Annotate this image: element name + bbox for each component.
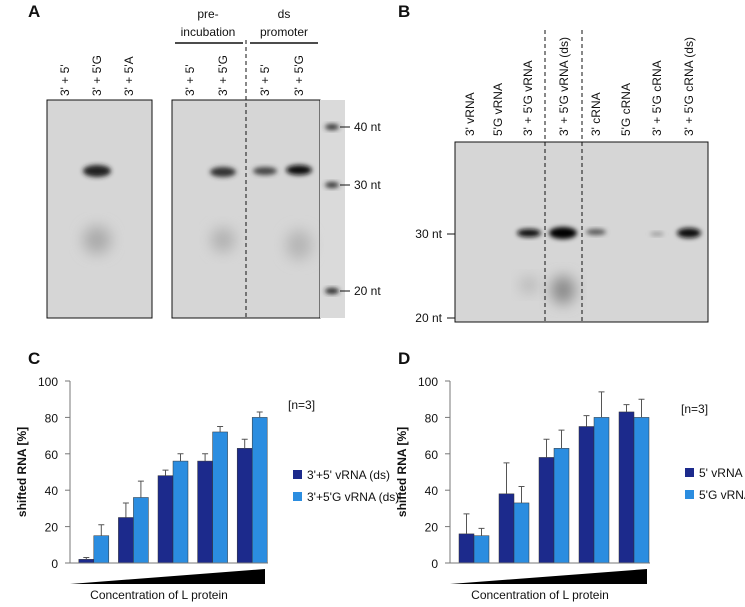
y-tick-label: 60 [45, 448, 59, 462]
bar [593, 417, 610, 564]
header: pre- [197, 7, 218, 21]
marker-label: 30 nt [415, 227, 442, 241]
lane-label: 3' + 5'G vRNA [521, 60, 535, 136]
x-axis-label: Concentration of L protein [90, 588, 228, 602]
bar [553, 448, 570, 564]
bar [538, 457, 555, 564]
error-bar [558, 429, 565, 449]
y-axis-label: shifted RNA [%] [395, 427, 409, 517]
error-bar [503, 462, 510, 494]
lane-label: 3' + 5'G [90, 55, 104, 96]
bar [513, 502, 530, 564]
y-tick-label: 20 [425, 521, 439, 535]
lane-label: 5'G vRNA [491, 83, 505, 136]
bar [236, 448, 253, 564]
concentration-ramp [70, 569, 265, 584]
lane-label: 3' cRNA [589, 92, 603, 136]
annotation: [n=3] [681, 402, 708, 416]
header: promoter [260, 25, 308, 39]
y-tick-label: 100 [418, 375, 438, 389]
header: ds [278, 7, 291, 21]
legend-swatch [685, 468, 694, 477]
error-bar [463, 513, 470, 534]
error-bar [217, 426, 224, 432]
lane-label: 3' + 5'G vRNA (ds) [557, 37, 571, 136]
bar [212, 431, 228, 564]
gel-b [447, 30, 709, 323]
legend-label: 5'G vRNA [699, 488, 745, 502]
bar [633, 417, 650, 564]
lane-label: 3' + 5' [258, 64, 272, 96]
bar [458, 533, 475, 564]
y-axis-label: shifted RNA [%] [15, 427, 29, 517]
panel-label: C [28, 349, 40, 368]
bar [473, 535, 490, 564]
lane-label: 3' + 5' [58, 64, 72, 96]
bar [118, 517, 134, 564]
bar [157, 475, 174, 564]
lane-label: 3' vRNA [463, 92, 477, 136]
bar [618, 411, 635, 564]
marker-label: 40 nt [354, 120, 381, 134]
concentration-ramp [450, 569, 647, 584]
lane-label: 3' + 5' [183, 64, 197, 96]
error-bar [241, 438, 248, 449]
error-bar [518, 486, 525, 503]
error-bar [177, 453, 184, 462]
annotation: [n=3] [288, 398, 315, 412]
x-axis-label: Concentration of L protein [471, 588, 609, 602]
marker-label: 30 nt [354, 178, 381, 192]
lane-label: 3' + 5'G [292, 55, 306, 96]
error-bar [478, 527, 485, 536]
bar [197, 460, 213, 564]
gel-a [46, 40, 350, 319]
error-bar [256, 411, 263, 418]
panel-label: A [28, 2, 40, 21]
legend-label: 3'+5'G vRNA (ds) [307, 490, 399, 504]
y-tick-label: 100 [38, 375, 58, 389]
marker-label: 20 nt [354, 284, 381, 298]
error-bar [638, 398, 645, 418]
error-bar [137, 480, 144, 498]
legend-swatch [685, 490, 694, 499]
error-bar [623, 404, 630, 412]
error-bar [162, 469, 169, 476]
legend-swatch [293, 470, 302, 479]
panel-label: B [398, 2, 410, 21]
lane-label: 3' + 5'G cRNA (ds) [682, 37, 696, 136]
y-tick-label: 20 [45, 521, 59, 535]
bar [578, 426, 595, 564]
bar [93, 535, 110, 564]
error-bar [598, 391, 605, 418]
lane-label: 5'G cRNA [619, 83, 633, 136]
error-bar [122, 502, 129, 518]
bar [251, 417, 268, 564]
y-tick-label: 80 [45, 411, 59, 425]
error-bar [543, 438, 550, 458]
y-tick-label: 80 [425, 411, 439, 425]
y-tick-label: 40 [45, 484, 59, 498]
header: incubation [181, 25, 236, 39]
bar [498, 493, 515, 564]
legend-label: 5' vRNA [699, 466, 743, 480]
bar [78, 559, 95, 564]
bar [133, 497, 149, 564]
y-tick-label: 60 [425, 448, 439, 462]
lane-label: 3' + 5'G cRNA [650, 60, 664, 136]
lane-label: 3' + 5'G [216, 55, 230, 96]
error-bar [83, 557, 90, 560]
error-bar [583, 415, 590, 427]
legend-swatch [293, 492, 302, 501]
bar [172, 460, 189, 564]
y-tick-label: 0 [431, 557, 438, 571]
y-tick-label: 40 [425, 484, 439, 498]
y-tick-label: 0 [51, 557, 58, 571]
error-bar [202, 453, 209, 462]
legend-label: 3'+5' vRNA (ds) [307, 468, 390, 482]
panel-label: D [398, 349, 410, 368]
error-bar [98, 524, 105, 536]
lane-label: 3' + 5'A [122, 56, 136, 96]
marker-label: 20 nt [415, 311, 442, 325]
